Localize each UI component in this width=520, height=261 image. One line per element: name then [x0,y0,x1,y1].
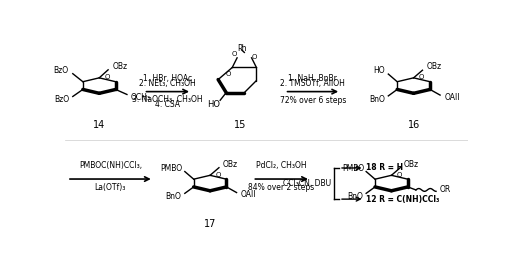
Text: HO: HO [374,66,385,75]
Text: 2. NEt₃, CH₃OH: 2. NEt₃, CH₃OH [139,79,196,88]
Text: BnO: BnO [369,94,385,104]
Text: 72% over 6 steps: 72% over 6 steps [280,96,346,105]
Text: OBz: OBz [223,160,238,169]
Text: 3. NaOCH₃, CH₃OH: 3. NaOCH₃, CH₃OH [133,95,203,104]
Text: O: O [397,172,402,178]
Text: 1. NaH, BnBr: 1. NaH, BnBr [289,74,337,83]
Text: BnO: BnO [347,192,363,201]
Text: OBz: OBz [113,62,128,71]
Text: La(OTf)₃: La(OTf)₃ [95,183,126,192]
Text: PMBOC(NH)CCl₃,: PMBOC(NH)CCl₃, [79,162,142,170]
Text: BzO: BzO [54,96,69,104]
Text: 15: 15 [234,120,246,130]
Text: 4. CSA: 4. CSA [155,100,180,109]
Text: 1. HBr, HOAc: 1. HBr, HOAc [143,74,192,83]
Text: OAll: OAll [241,191,256,199]
Text: O: O [105,74,110,80]
Text: OBz: OBz [426,62,441,72]
Text: HO: HO [207,100,220,109]
Text: PdCl₂, CH₃OH: PdCl₂, CH₃OH [256,162,307,170]
Text: O: O [226,71,231,77]
Text: O: O [231,51,237,57]
Text: 12 R = C(NH)CCl₃: 12 R = C(NH)CCl₃ [367,195,440,204]
Text: Ph: Ph [237,44,246,53]
Text: OR: OR [440,185,451,194]
Text: PMBO: PMBO [342,164,364,173]
Text: PMBO: PMBO [161,164,183,173]
Text: 84% over 2 steps: 84% over 2 steps [249,183,315,192]
Text: 16: 16 [408,120,420,130]
Text: CCl₃CN, DBU: CCl₃CN, DBU [283,179,331,188]
Text: O: O [419,74,424,80]
Text: 2. TMSOTf, AllOH: 2. TMSOTf, AllOH [280,79,345,88]
Text: 17: 17 [204,219,216,229]
Text: BzO: BzO [53,66,68,75]
Text: OCH₃: OCH₃ [131,93,151,102]
Text: OBz: OBz [404,160,419,169]
Text: 18 R = H: 18 R = H [367,163,404,173]
Text: BnO: BnO [165,192,181,201]
Text: 14: 14 [93,120,106,130]
Text: O: O [216,172,221,178]
Text: O: O [252,55,257,61]
Text: OAll: OAll [445,93,460,102]
